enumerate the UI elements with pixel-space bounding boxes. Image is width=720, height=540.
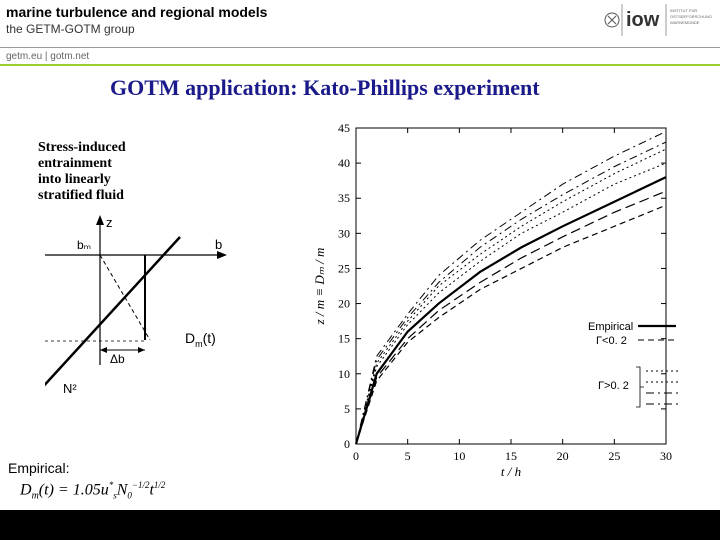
svg-text:30: 30 xyxy=(660,449,672,463)
iow-logo: iow INSTITUT FÜR OSTSEEFORSCHUNG WARNEMÜ… xyxy=(602,2,712,38)
svg-text:10: 10 xyxy=(338,367,350,381)
svg-text:Γ>0. 2: Γ>0. 2 xyxy=(598,380,629,392)
dm-label: Dm(t) xyxy=(185,330,216,349)
svg-text:45: 45 xyxy=(338,121,350,135)
svg-text:INSTITUT FÜR: INSTITUT FÜR xyxy=(670,8,697,13)
svg-text:35: 35 xyxy=(338,191,350,205)
schematic-diagram: z b bₘ Δb N² xyxy=(45,215,235,405)
svg-text:WARNEMÜNDE: WARNEMÜNDE xyxy=(670,20,700,25)
svg-text:t / h: t / h xyxy=(501,464,521,479)
svg-text:25: 25 xyxy=(608,449,620,463)
svg-text:10: 10 xyxy=(453,449,465,463)
svg-text:5: 5 xyxy=(344,402,350,416)
footer-bar xyxy=(0,510,720,540)
subnav: getm.eu | gotm.net xyxy=(0,48,720,66)
svg-text:b: b xyxy=(215,237,222,252)
svg-text:Empirical: Empirical xyxy=(588,321,633,333)
svg-text:25: 25 xyxy=(338,261,350,275)
svg-text:0: 0 xyxy=(344,437,350,451)
svg-text:bₘ: bₘ xyxy=(77,238,91,252)
main-title: GOTM application: Kato-Phillips experime… xyxy=(110,75,540,101)
svg-text:15: 15 xyxy=(505,449,517,463)
svg-text:z: z xyxy=(106,215,113,230)
stress-text: Stress-induced entrainment into linearly… xyxy=(38,140,126,204)
svg-text:5: 5 xyxy=(405,449,411,463)
svg-text:z / m ≡ Dₘ / m: z / m ≡ Dₘ / m xyxy=(312,248,327,326)
header-subtitle: the GETM-GOTM group xyxy=(6,22,135,36)
svg-text:N²: N² xyxy=(63,381,77,396)
svg-text:0: 0 xyxy=(353,449,359,463)
empirical-label: Empirical: xyxy=(8,460,69,476)
svg-text:30: 30 xyxy=(338,226,350,240)
svg-text:iow: iow xyxy=(626,9,660,31)
svg-text:Γ<0. 2: Γ<0. 2 xyxy=(596,335,627,347)
svg-text:40: 40 xyxy=(338,156,350,170)
empirical-formula: Dm(t) = 1.05u*sN0−1/2t1/2 xyxy=(20,480,165,502)
svg-text:20: 20 xyxy=(557,449,569,463)
svg-text:Δb: Δb xyxy=(110,352,125,366)
svg-text:15: 15 xyxy=(338,332,350,346)
header-title: marine turbulence and regional models xyxy=(6,4,267,20)
svg-text:OSTSEEFORSCHUNG: OSTSEEFORSCHUNG xyxy=(670,14,712,19)
header: marine turbulence and regional models th… xyxy=(0,0,720,48)
svg-text:20: 20 xyxy=(338,297,350,311)
main-chart: 0 5 10 15 20 25 30 35 40 45 0 5 10 15 20 25 30 t / h z / m… xyxy=(310,120,680,480)
